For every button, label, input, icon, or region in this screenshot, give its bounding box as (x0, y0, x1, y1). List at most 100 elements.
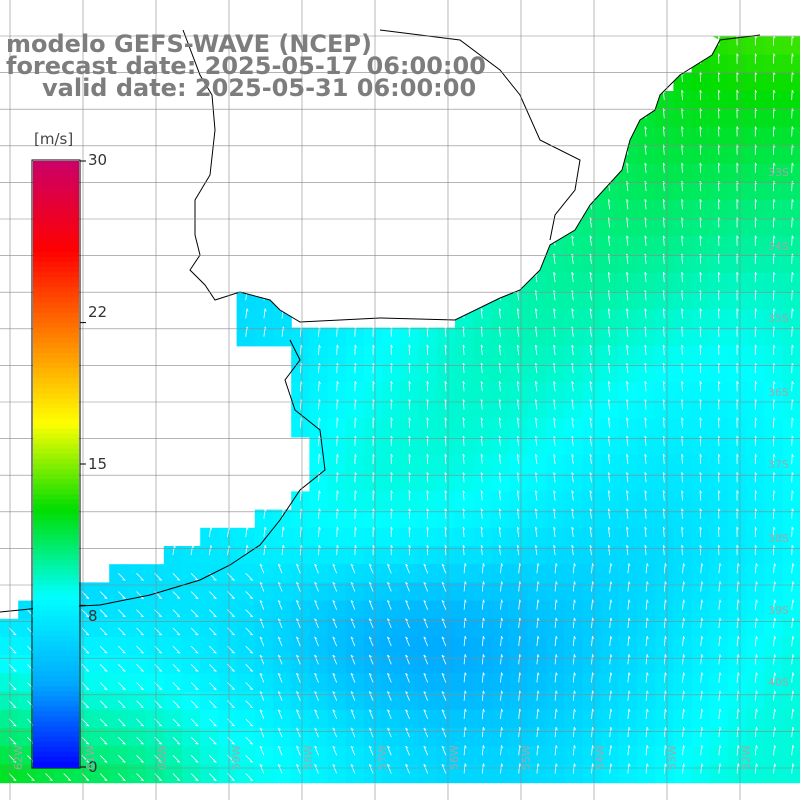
field-cell (254, 327, 274, 347)
field-cell (345, 345, 365, 365)
wind-arrow (190, 700, 199, 709)
wind-arrow (663, 727, 666, 738)
wind-arrow-head (296, 691, 300, 694)
wind-arrow (681, 344, 683, 355)
field-cell (382, 345, 401, 365)
field-cell (728, 746, 747, 765)
field-cell (400, 618, 420, 638)
wind-arrow (500, 763, 502, 774)
field-cell (709, 400, 729, 420)
field-cell (618, 309, 638, 329)
wind-arrow (498, 308, 501, 319)
wind-arrow (136, 773, 144, 781)
wind-arrow (444, 454, 447, 465)
field-cell (527, 345, 547, 365)
field-cell (309, 746, 329, 765)
wind-arrow (754, 599, 757, 610)
wind-arrow-head (480, 472, 484, 476)
wind-arrow (277, 673, 283, 683)
wind-arrow (718, 763, 721, 774)
wind-arrow-head (158, 633, 162, 636)
wind-arrow (607, 363, 611, 374)
field-cell (546, 327, 565, 347)
wind-arrow-head (571, 490, 574, 494)
wind-arrow (754, 763, 757, 774)
field-cell (509, 291, 529, 310)
wind-arrow-head (31, 779, 35, 781)
field-cell (709, 254, 729, 274)
field-cell (618, 436, 638, 456)
wind-arrow-head (464, 654, 467, 658)
field-cell (364, 364, 383, 383)
wind-arrow-head (423, 691, 427, 694)
field-cell (673, 273, 693, 292)
wind-arrow-head (464, 599, 467, 603)
field-cell (400, 418, 420, 438)
wind-arrow-head (498, 526, 502, 530)
field-cell (345, 709, 365, 729)
wind-arrow (553, 490, 556, 501)
field-cell (637, 600, 656, 620)
wind-arrow (318, 545, 320, 556)
wind-arrow (99, 718, 108, 727)
wind-arrow (463, 654, 466, 665)
wind-arrow (736, 636, 739, 647)
field-cell (200, 546, 219, 565)
field-cell (691, 728, 711, 747)
field-cell (418, 564, 438, 583)
wind-arrow-head (372, 381, 375, 385)
field-cell (782, 400, 800, 420)
wind-arrow-head (158, 651, 162, 654)
colorbar-segment (33, 176, 79, 183)
field-cell (455, 345, 474, 365)
wind-arrow-head (104, 670, 108, 672)
wind-arrow (277, 709, 283, 720)
wind-arrow (245, 526, 248, 537)
wind-arrow (136, 664, 144, 672)
wind-arrow-head (296, 654, 300, 658)
wind-arrow-head (423, 636, 427, 640)
wind-arrow-head (426, 526, 430, 530)
wind-arrow-head (573, 745, 576, 749)
wind-arrow-head (195, 706, 199, 709)
wind-arrow (591, 763, 593, 774)
field-cell (746, 364, 765, 383)
wind-arrow-head (158, 779, 162, 781)
wind-arrow-head (699, 199, 702, 203)
wind-arrow (332, 764, 338, 774)
wind-arrow-head (774, 672, 777, 676)
wind-arrow-head (644, 508, 647, 512)
wind-arrow-head (555, 654, 558, 658)
wind-arrow (554, 763, 557, 774)
colorbar-segment (33, 615, 79, 622)
wind-arrow (245, 773, 254, 781)
wind-arrow (498, 417, 501, 428)
wind-arrow (118, 682, 126, 690)
wind-arrow (190, 682, 199, 690)
field-cell (582, 236, 602, 256)
field-cell (345, 546, 365, 565)
wind-arrow-head (754, 508, 758, 512)
wind-arrow (314, 764, 319, 774)
field-cell (655, 163, 674, 183)
wind-arrow-head (350, 727, 354, 731)
wind-arrow (645, 763, 648, 774)
field-cell (473, 509, 492, 529)
field-cell (582, 254, 602, 274)
wind-arrow (645, 581, 648, 592)
wind-arrow (259, 618, 265, 629)
wind-arrow (700, 672, 703, 683)
wind-arrow (277, 691, 283, 701)
wind-arrow (572, 636, 575, 647)
field-cell (709, 418, 729, 438)
field-cell (691, 309, 711, 329)
wind-arrow-head (296, 745, 300, 749)
field-cell (527, 364, 547, 383)
colorbar-segment (33, 378, 79, 385)
field-cell (618, 364, 638, 383)
wind-arrow-head (626, 235, 629, 239)
wind-arrow-head (332, 581, 336, 585)
wind-arrow-head (571, 435, 574, 439)
field-cell (345, 764, 365, 784)
field-cell (364, 564, 383, 583)
